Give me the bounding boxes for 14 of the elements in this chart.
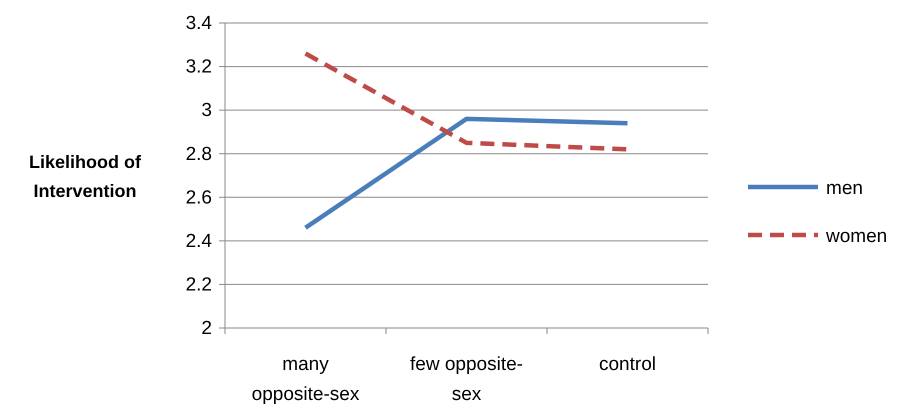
x-tick-label: control <box>598 354 656 375</box>
legend-label: men <box>826 178 863 199</box>
y-tick-label: 2 <box>201 318 212 340</box>
y-tick-label: 3.4 <box>186 13 212 34</box>
y-tick-label: 2.8 <box>186 144 212 165</box>
y-tick-label: 2.2 <box>186 274 212 296</box>
y-tick-label: 2.4 <box>186 230 212 252</box>
legend-label: women <box>825 226 888 247</box>
y-tick-label: 3.2 <box>186 56 212 78</box>
x-tick-label: many opposite-sex <box>252 354 360 405</box>
x-tick-label: few opposite-sex <box>410 354 524 405</box>
y-tick-label: 2.6 <box>186 187 212 208</box>
y-tick-label: 3 <box>201 100 212 122</box>
y-axis-title: Likelihood of Intervention <box>29 152 142 201</box>
